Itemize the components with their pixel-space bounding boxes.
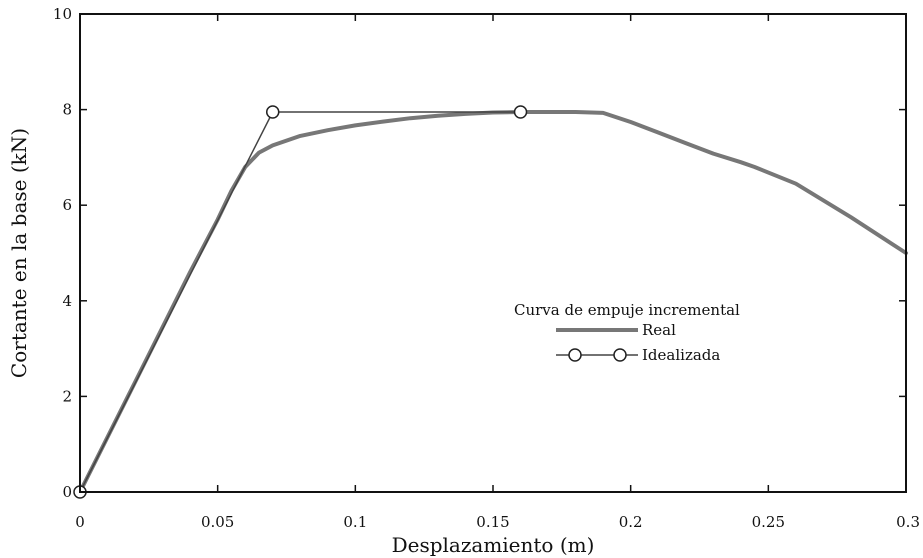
x-tick-label: 0.15 <box>476 513 509 531</box>
x-tick-label: 0.1 <box>343 513 367 531</box>
y-axis-ticks: 0 2 4 6 8 10 <box>53 5 906 501</box>
series-idealizada-point <box>513 105 528 119</box>
legend-idealizada-label: Idealizada <box>642 346 720 364</box>
y-tick-label: 6 <box>62 196 72 214</box>
legend-title: Curva de empuje incremental <box>514 301 740 319</box>
legend: Curva de empuje incremental Real Idealiz… <box>514 301 740 364</box>
series-idealizada-point <box>265 105 280 119</box>
x-tick-label: 0.2 <box>619 513 643 531</box>
legend-real-label: Real <box>642 321 676 339</box>
x-axis-label: Desplazamiento (m) <box>392 533 595 557</box>
x-tick-label: 0.25 <box>752 513 785 531</box>
y-tick-label: 2 <box>62 387 72 405</box>
legend-idealizada-marker <box>568 348 582 362</box>
x-tick-label: 0 <box>75 513 85 531</box>
y-tick-label: 4 <box>62 292 72 310</box>
x-tick-label: 0.05 <box>201 513 234 531</box>
y-tick-label: 0 <box>62 483 72 501</box>
y-tick-label: 10 <box>53 5 72 23</box>
plot-area <box>73 105 908 499</box>
y-axis-label: Cortante en la base (kN) <box>7 128 31 378</box>
series-idealizada-line <box>79 111 521 493</box>
series-real-line <box>78 110 908 494</box>
plot-frame <box>79 13 907 493</box>
x-tick-label: 0.3 <box>896 513 920 531</box>
legend-idealizada-marker <box>613 348 627 362</box>
x-axis-ticks: 0 0.05 0.1 0.15 0.2 0.25 0.3 <box>75 14 920 531</box>
y-tick-label: 8 <box>62 101 72 119</box>
